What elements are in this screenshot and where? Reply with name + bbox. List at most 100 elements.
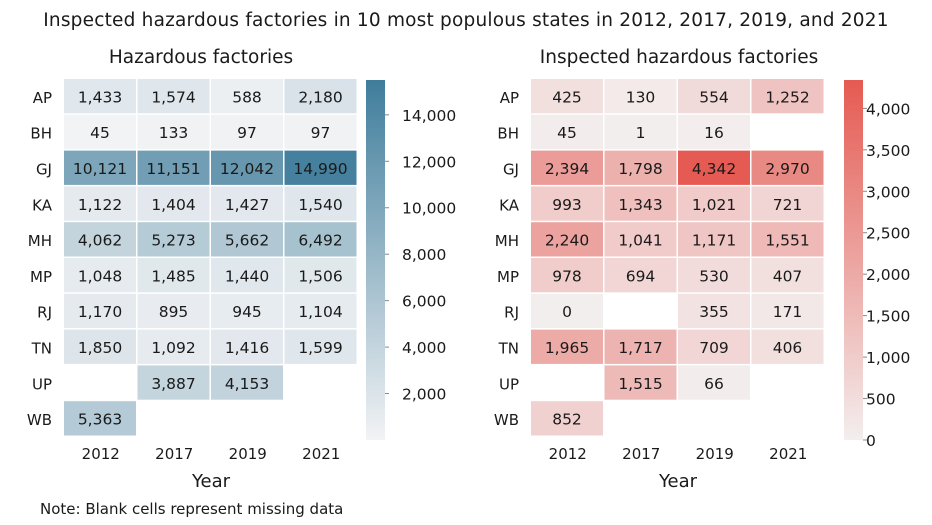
- cell-value: 16: [704, 124, 724, 142]
- cell-value: 1,599: [298, 339, 342, 357]
- cell-value: 1,343: [618, 196, 662, 214]
- cell-value: 425: [552, 88, 582, 106]
- heatmap-cell: [64, 222, 136, 257]
- row-label: UP: [32, 375, 52, 393]
- cell-value: 97: [311, 124, 331, 142]
- row-label: RJ: [37, 304, 52, 322]
- cell-value: 554: [699, 88, 729, 106]
- heatmap-cell: [64, 186, 136, 221]
- cell-value: 5,662: [225, 232, 269, 250]
- heatmap-cell: [284, 258, 357, 293]
- heatmap-cell: [531, 258, 603, 293]
- heatmap-cell: [604, 186, 677, 221]
- cell-value: 2,394: [545, 160, 589, 178]
- heatmap-cell: [604, 79, 677, 114]
- cell-value: 1,021: [692, 196, 736, 214]
- heatmap-cell: [211, 222, 283, 257]
- x-tick-label: 2021: [769, 445, 807, 463]
- x-tick-label: 2019: [696, 445, 734, 463]
- cell-value: 1,048: [78, 267, 122, 285]
- row-label: WB: [27, 411, 52, 429]
- cell-value: 4,342: [692, 160, 736, 178]
- cell-value: 1,717: [618, 339, 662, 357]
- heatmap-cell: [137, 365, 210, 400]
- cell-value: 978: [552, 267, 582, 285]
- row-label: RJ: [504, 304, 519, 322]
- cell-value: 407: [773, 267, 803, 285]
- cell-value: 1,440: [225, 267, 269, 285]
- colorbar-tick-label: 1,500: [866, 308, 910, 326]
- cell-value: 130: [626, 88, 656, 106]
- cell-value: 895: [159, 303, 189, 321]
- colorbar-tick-label: 6,000: [402, 293, 446, 311]
- heatmap-cell: [678, 258, 750, 293]
- cell-value: 1,798: [618, 160, 662, 178]
- heatmap-cell: [678, 329, 750, 364]
- cell-value: 694: [626, 267, 656, 285]
- colorbar-tick-label: 12,000: [402, 153, 456, 171]
- heatmap-cell: [751, 258, 824, 293]
- cell-value: 588: [232, 88, 262, 106]
- colorbar-tick-label: 2,500: [866, 225, 910, 243]
- cell-value: 1,404: [151, 196, 195, 214]
- x-axis-label: Year: [191, 471, 231, 492]
- heatmap-cell: [137, 186, 210, 221]
- cell-value: 1: [636, 124, 646, 142]
- panel-title: Inspected hazardous factories: [540, 47, 818, 68]
- heatmap-cell: [531, 401, 603, 436]
- cell-value: 2,180: [298, 88, 342, 106]
- cell-value: 1,041: [618, 232, 662, 250]
- heatmap-cell: [137, 329, 210, 364]
- colorbar-tick-label: 2,000: [866, 266, 910, 284]
- heatmap-cell: [64, 114, 136, 150]
- heatmap-cell: [211, 114, 283, 150]
- heatmap-cell: [137, 258, 210, 293]
- cell-value: 709: [699, 339, 729, 357]
- heatmap-cell: [211, 186, 283, 221]
- heatmap-cell: [137, 114, 210, 150]
- cell-value: 1,850: [78, 339, 122, 357]
- cell-value: 2,970: [765, 160, 809, 178]
- heatmap-cell: [284, 186, 357, 221]
- cell-value: 1,427: [225, 196, 269, 214]
- footnote: Note: Blank cells represent missing data: [40, 500, 344, 518]
- cell-value: 1,965: [545, 339, 589, 357]
- row-label: AP: [500, 89, 519, 107]
- cell-value: 1,506: [298, 267, 342, 285]
- heatmap-cell: [531, 222, 603, 257]
- x-axis-label: Year: [658, 471, 698, 492]
- heatmap-cell: [64, 258, 136, 293]
- cell-value: 1,170: [78, 303, 122, 321]
- heatmap-cell: [751, 293, 824, 329]
- row-label: BH: [30, 125, 52, 143]
- heatmap-cell: [678, 222, 750, 257]
- cell-value: 4,062: [78, 232, 122, 250]
- heatmap-cell: [64, 150, 136, 185]
- heatmap-cell: [211, 329, 283, 364]
- x-tick-label: 2021: [302, 445, 340, 463]
- cell-value: 1,104: [298, 303, 342, 321]
- cell-value: 6,492: [298, 232, 342, 250]
- heatmap-cell: [678, 365, 750, 400]
- cell-value: 1,485: [151, 267, 195, 285]
- heatmap-cell: [604, 222, 677, 257]
- cell-value: 355: [699, 303, 729, 321]
- heatmap-cell: [751, 79, 824, 114]
- colorbar-tick-label: 4,000: [402, 339, 446, 357]
- x-tick-label: 2017: [155, 445, 193, 463]
- row-label: MH: [28, 232, 52, 250]
- heatmap-cell: [678, 186, 750, 221]
- cell-value: 2,240: [545, 232, 589, 250]
- cell-value: 0: [562, 303, 572, 321]
- row-label: TN: [498, 340, 519, 358]
- heatmap-cell: [604, 365, 677, 400]
- colorbar-tick-label: 14,000: [402, 107, 456, 125]
- heatmap-cell: [64, 401, 136, 436]
- heatmap-cell: [678, 150, 750, 185]
- cell-value: 10,121: [73, 160, 127, 178]
- row-label: KA: [32, 196, 53, 214]
- row-label: MH: [495, 232, 519, 250]
- heatmap-cell: [137, 79, 210, 114]
- cell-value: 133: [159, 124, 189, 142]
- row-label: AP: [33, 89, 52, 107]
